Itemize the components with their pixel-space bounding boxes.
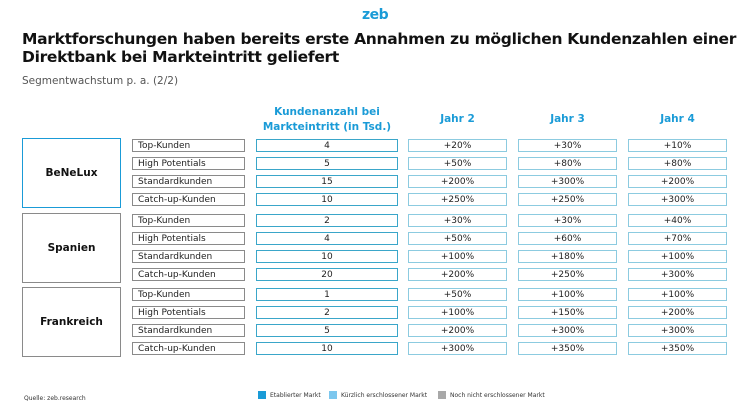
- year2-cell: +50%: [408, 288, 507, 301]
- legend-swatch: [438, 391, 446, 399]
- year2-cell: +100%: [408, 250, 507, 263]
- year2-cell: +100%: [408, 306, 507, 319]
- year4-cell: +40%: [628, 214, 727, 227]
- segment-cell: Catch-up-Kunden: [132, 342, 245, 355]
- count-cell: 2: [256, 214, 398, 227]
- year4-cell: +70%: [628, 232, 727, 245]
- segment-cell: High Potentials: [132, 232, 245, 245]
- segment-cell: Top-Kunden: [132, 288, 245, 301]
- year3-cell: +100%: [518, 288, 617, 301]
- year2-cell: +30%: [408, 214, 507, 227]
- year3-cell: +30%: [518, 139, 617, 152]
- legend-swatch: [258, 391, 266, 399]
- region-label: Frankreich: [22, 287, 121, 357]
- year2-cell: +200%: [408, 324, 507, 337]
- year3-cell: +300%: [518, 175, 617, 188]
- header-year2: Jahr 2: [440, 113, 475, 125]
- year4-cell: +300%: [628, 324, 727, 337]
- count-cell: 1: [256, 288, 398, 301]
- region-label: Spanien: [22, 213, 121, 283]
- year3-cell: +300%: [518, 324, 617, 337]
- year4-cell: +200%: [628, 306, 727, 319]
- year3-cell: +30%: [518, 214, 617, 227]
- segment-cell: High Potentials: [132, 157, 245, 170]
- count-cell: 15: [256, 175, 398, 188]
- region-label: BeNeLux: [22, 138, 121, 208]
- segment-cell: Top-Kunden: [132, 139, 245, 152]
- header-count: Kundenanzahl bei Markteintritt (in Tsd.): [256, 105, 398, 135]
- header-year3: Jahr 3: [550, 113, 585, 125]
- count-cell: 4: [256, 139, 398, 152]
- segment-cell: Standardkunden: [132, 175, 245, 188]
- year4-cell: +300%: [628, 268, 727, 281]
- year2-cell: +20%: [408, 139, 507, 152]
- year2-cell: +50%: [408, 232, 507, 245]
- year2-cell: +50%: [408, 157, 507, 170]
- segment-cell: Catch-up-Kunden: [132, 268, 245, 281]
- header-year4: Jahr 4: [660, 113, 695, 125]
- count-cell: 20: [256, 268, 398, 281]
- count-cell: 5: [256, 324, 398, 337]
- year4-cell: +300%: [628, 193, 727, 206]
- page-subtitle: Segmentwachstum p. a. (2/2): [22, 75, 179, 87]
- year3-cell: +80%: [518, 157, 617, 170]
- segment-cell: Catch-up-Kunden: [132, 193, 245, 206]
- zeb-logo: zeb: [362, 7, 389, 23]
- year2-cell: +250%: [408, 193, 507, 206]
- year3-cell: +150%: [518, 306, 617, 319]
- source-note: Quelle: zeb.research: [24, 395, 86, 402]
- year3-cell: +350%: [518, 342, 617, 355]
- year4-cell: +10%: [628, 139, 727, 152]
- segment-cell: Standardkunden: [132, 250, 245, 263]
- segment-cell: Top-Kunden: [132, 214, 245, 227]
- year4-cell: +350%: [628, 342, 727, 355]
- segment-cell: Standardkunden: [132, 324, 245, 337]
- year3-cell: +180%: [518, 250, 617, 263]
- legend-item: Etablierter Markt: [258, 391, 321, 399]
- count-cell: 10: [256, 250, 398, 263]
- legend-label: Kürzlich erschlossener Markt: [341, 391, 428, 399]
- legend-label: Etablierter Markt: [270, 391, 321, 399]
- year3-cell: +60%: [518, 232, 617, 245]
- year3-cell: +250%: [518, 193, 617, 206]
- year4-cell: +100%: [628, 288, 727, 301]
- year4-cell: +100%: [628, 250, 727, 263]
- year2-cell: +300%: [408, 342, 507, 355]
- year3-cell: +250%: [518, 268, 617, 281]
- header-count-line1: Kundenanzahl bei: [274, 106, 380, 118]
- year4-cell: +200%: [628, 175, 727, 188]
- legend-item: Noch nicht erschlossener Markt: [438, 391, 545, 399]
- count-cell: 10: [256, 342, 398, 355]
- year4-cell: +80%: [628, 157, 727, 170]
- count-cell: 5: [256, 157, 398, 170]
- year2-cell: +200%: [408, 175, 507, 188]
- legend-swatch: [329, 391, 337, 399]
- year2-cell: +200%: [408, 268, 507, 281]
- legend-item: Kürzlich erschlossener Markt: [329, 391, 427, 399]
- count-cell: 4: [256, 232, 398, 245]
- count-cell: 10: [256, 193, 398, 206]
- segment-cell: High Potentials: [132, 306, 245, 319]
- legend-label: Noch nicht erschlossener Markt: [450, 391, 545, 399]
- header-count-line2: Markteintritt (in Tsd.): [262, 121, 392, 133]
- page-title: Marktforschungen haben bereits erste Ann…: [22, 30, 737, 66]
- count-cell: 2: [256, 306, 398, 319]
